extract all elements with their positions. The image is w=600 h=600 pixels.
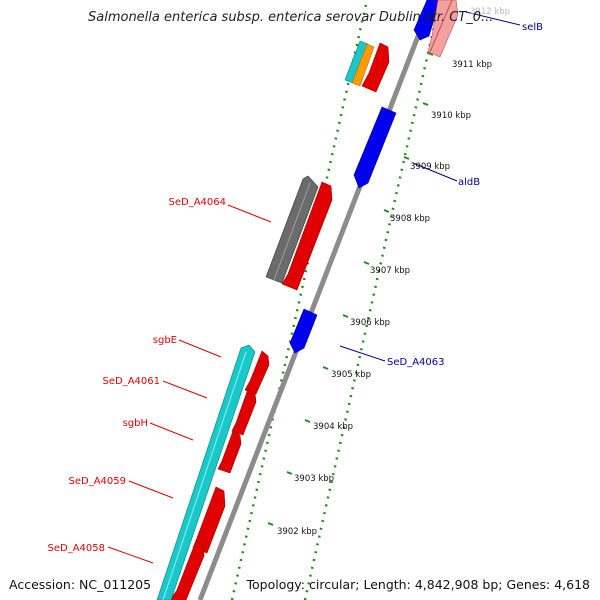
gene-label[interactable]: SeD_A4058 [48,543,106,554]
genome-backbone [197,0,435,600]
gene-label[interactable]: SeD_A4063 [387,357,445,368]
gene-label[interactable]: selB [522,22,543,33]
genes-value: 4,618 [554,577,590,592]
kbp-tick-label: 3907 kbp [370,266,410,276]
accession-info: Accession: NC_011205 [9,577,151,592]
outer-tick-track [303,0,442,600]
kbp-tick-label: 3904 kbp [313,422,353,432]
gene-label[interactable]: sgbH [123,418,148,429]
gene-label[interactable]: SeD_A4059 [69,476,127,487]
gene-label[interactable]: aldB [458,177,480,188]
gene-arrow-red [217,430,242,474]
gene-arrow-red [231,388,257,436]
gene-arrow-blue [353,106,397,189]
kbp-tick-label: 3905 kbp [331,370,371,380]
kbp-tick-label: 3902 kbp [277,527,317,537]
gene-arrow-grey [265,175,319,284]
map-title: Salmonella enterica subsp. enterica sero… [88,10,494,25]
gene-label[interactable]: SeD_A4064 [169,197,227,208]
kbp-tick-label: 3909 kbp [410,162,450,172]
kbp-tick-label: 3906 kbp [350,318,390,328]
topology-label: Topology: [246,577,305,592]
gene-arrow-orange [351,43,375,87]
gene-arrow-red [244,350,270,395]
callout-leaders [107,11,521,564]
gene-arrow-red [281,181,333,291]
gene-arrow-cyan [344,40,369,84]
gene-arrow-blue [289,308,318,354]
genome-stats: Topology: circular; Length: 4,842,908 bp; Ge… [246,577,590,592]
gene-arrow-pink [427,0,459,58]
kbp-tick-marks [267,52,434,526]
gene-arrow-red [192,486,226,554]
length-label: Length: [363,577,411,592]
accession-value: NC_011205 [79,577,152,592]
kbp-tick-label: 3908 kbp [390,214,430,224]
inner-tick-track [230,0,369,600]
gene-arrow-red [361,42,390,93]
accession-label: Accession: [9,577,76,592]
length-value: 4,842,908 bp; [414,577,503,592]
topology-value: circular; [308,577,360,592]
kbp-tick-label: 3911 kbp [452,60,492,70]
kbp-tick-label: 3912 kbp [470,7,510,17]
gene-arrow-red [169,540,205,600]
genes-label: Genes: [506,577,551,592]
gene-label[interactable]: sgbE [153,335,177,346]
gene-arrow-blue [413,0,441,41]
kbp-tick-label: 3910 kbp [431,111,471,121]
kbp-tick-label: 3903 kbp [294,474,334,484]
gene-label[interactable]: SeD_A4061 [103,376,161,387]
